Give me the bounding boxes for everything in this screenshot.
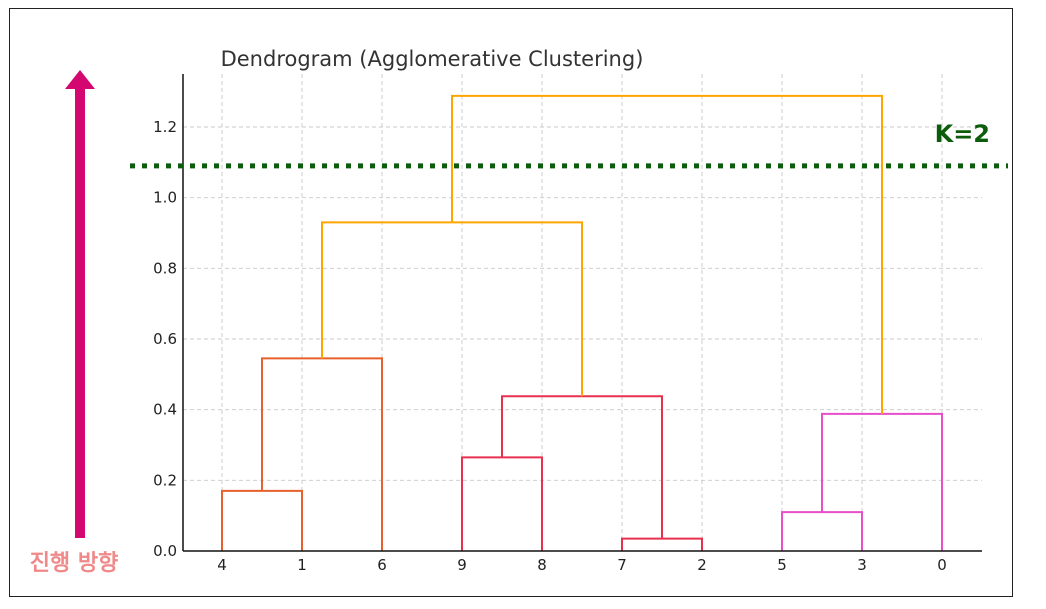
x-tick-label: 8 bbox=[537, 556, 547, 574]
x-tick-label: 7 bbox=[617, 556, 627, 574]
x-ticks: 4 1 6 9 8 7 2 5 3 0 bbox=[217, 556, 947, 574]
dendrogram-link bbox=[781, 511, 863, 551]
dendrogram-link bbox=[321, 221, 583, 397]
direction-arrow bbox=[65, 70, 95, 538]
chart-title: Dendrogram (Agglomerative Clustering) bbox=[221, 47, 644, 71]
x-tick-label: 0 bbox=[937, 556, 947, 574]
x-tick-label: 4 bbox=[217, 556, 227, 574]
x-tick-label: 1 bbox=[297, 556, 307, 574]
y-tick-label: 0.2 bbox=[153, 471, 177, 489]
y-tick-label: 0.6 bbox=[153, 330, 177, 348]
y-ticks: 0.0 0.2 0.4 0.6 0.8 1.0 1.2 bbox=[153, 118, 177, 560]
x-tick-label: 6 bbox=[377, 556, 387, 574]
dendrogram-link bbox=[821, 412, 943, 551]
arrow-shaft bbox=[75, 88, 85, 538]
dendrogram-link bbox=[221, 489, 303, 551]
arrow-head bbox=[65, 70, 95, 89]
y-tick-label: 1.2 bbox=[153, 118, 177, 136]
x-tick-label: 2 bbox=[697, 556, 707, 574]
y-tick-label: 0.0 bbox=[153, 542, 177, 560]
y-tick-label: 0.8 bbox=[153, 259, 177, 277]
dendrogram-link bbox=[261, 357, 383, 551]
dendrogram-link bbox=[451, 94, 883, 414]
dendrogram-links bbox=[221, 94, 943, 551]
axes bbox=[182, 74, 982, 552]
k-label: K=2 bbox=[935, 120, 990, 148]
dendrogram-link bbox=[501, 395, 663, 539]
direction-label: 진행 방향 bbox=[30, 551, 119, 576]
figure-frame: 0.0 0.2 0.4 0.6 0.8 1.0 1.2 4 1 6 9 8 7 2 5 3 0 Dendrog… bbox=[9, 8, 1013, 597]
x-tick-label: 9 bbox=[457, 556, 467, 574]
dendrogram-link bbox=[621, 537, 703, 551]
dendrogram-link bbox=[461, 456, 543, 551]
x-tick-label: 5 bbox=[777, 556, 787, 574]
y-tick-label: 1.0 bbox=[153, 189, 177, 207]
dendrogram-chart: 0.0 0.2 0.4 0.6 0.8 1.0 1.2 4 1 6 9 8 7 2 5 3 0 Dendrog… bbox=[30, 47, 1008, 576]
x-tick-label: 3 bbox=[857, 556, 867, 574]
y-tick-label: 0.4 bbox=[153, 401, 177, 419]
